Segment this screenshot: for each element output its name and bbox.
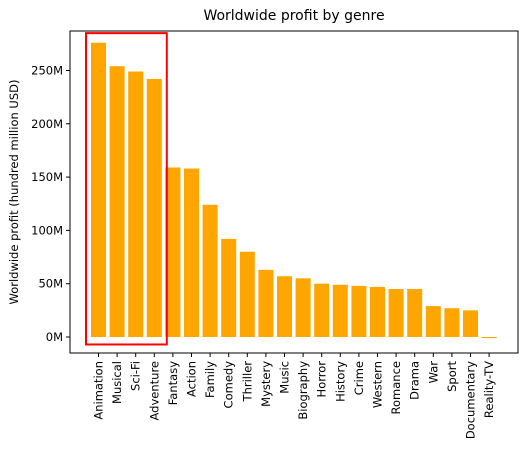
bars-group [91, 42, 497, 339]
x-tick-label: Music [278, 361, 292, 394]
bar-thriller [239, 251, 255, 338]
bar-family [202, 204, 218, 338]
bar-action [184, 168, 199, 338]
bar-biography [295, 278, 311, 338]
bar-drama [407, 289, 423, 338]
bar-fantasy [165, 167, 181, 338]
x-tick-label: Drama [408, 361, 422, 400]
bar-crime [351, 285, 367, 338]
x-tick-label: Mystery [259, 361, 273, 407]
y-tick-label: 0M [46, 330, 63, 344]
x-tick-label: History [333, 361, 347, 402]
x-tick-label: Thriller [240, 361, 254, 403]
x-tick-label: Western [371, 361, 385, 408]
x-tick-label: Sci-Fi [129, 361, 143, 391]
y-tick-label: 100M [31, 223, 63, 237]
bar-adventure [146, 78, 162, 338]
highlight-box [85, 32, 168, 346]
y-tick-label: 150M [31, 170, 63, 184]
bar-reality-tv [481, 337, 497, 339]
x-tick-label: Horror [315, 361, 329, 398]
y-tick-label: 200M [31, 117, 63, 131]
y-tick-label: 250M [31, 63, 63, 77]
x-tick-label: Family [203, 361, 217, 398]
x-tick-label: Fantasy [166, 361, 180, 405]
bar-sci-fi [128, 71, 144, 338]
y-axis-label: Worldwide profit (hundred million USD) [7, 80, 21, 305]
bar-romance [388, 289, 404, 338]
bar-mystery [258, 269, 274, 338]
x-tick-label: Reality-TV [482, 361, 496, 418]
x-tick-label: Biography [296, 361, 310, 420]
bar-sport [444, 308, 460, 338]
bar-horror [314, 283, 330, 338]
x-tick-label: Documentary [464, 361, 478, 439]
bar-comedy [221, 238, 237, 338]
x-tick-label: Animation [92, 361, 106, 420]
x-tick-label: Musical [110, 361, 124, 404]
x-tick-label: Action [185, 361, 199, 397]
x-axis-ticks: Animation Musical Sci-Fi Adventure Fantasy Ac… [92, 353, 496, 439]
x-tick-label: Sport [445, 361, 459, 392]
x-tick-label: War [426, 361, 440, 384]
y-tick-label: 50M [38, 277, 63, 291]
x-tick-label: Comedy [222, 361, 236, 409]
bar-war [425, 306, 441, 338]
y-axis-ticks: 0M 50M 100M 150M 200M 250M [31, 63, 70, 344]
bar-music [277, 276, 292, 338]
x-tick-label: Crime [352, 361, 366, 395]
plot-frame [69, 30, 519, 354]
chart-title: Worldwide profit by genre [203, 8, 384, 24]
bar-history [332, 284, 348, 338]
bar-documentary [463, 310, 478, 338]
bar-animation [91, 42, 106, 338]
x-tick-label: Romance [389, 361, 403, 414]
x-tick-label: Adventure [147, 361, 161, 420]
bar-musical [109, 66, 125, 338]
bar-western [370, 286, 385, 338]
